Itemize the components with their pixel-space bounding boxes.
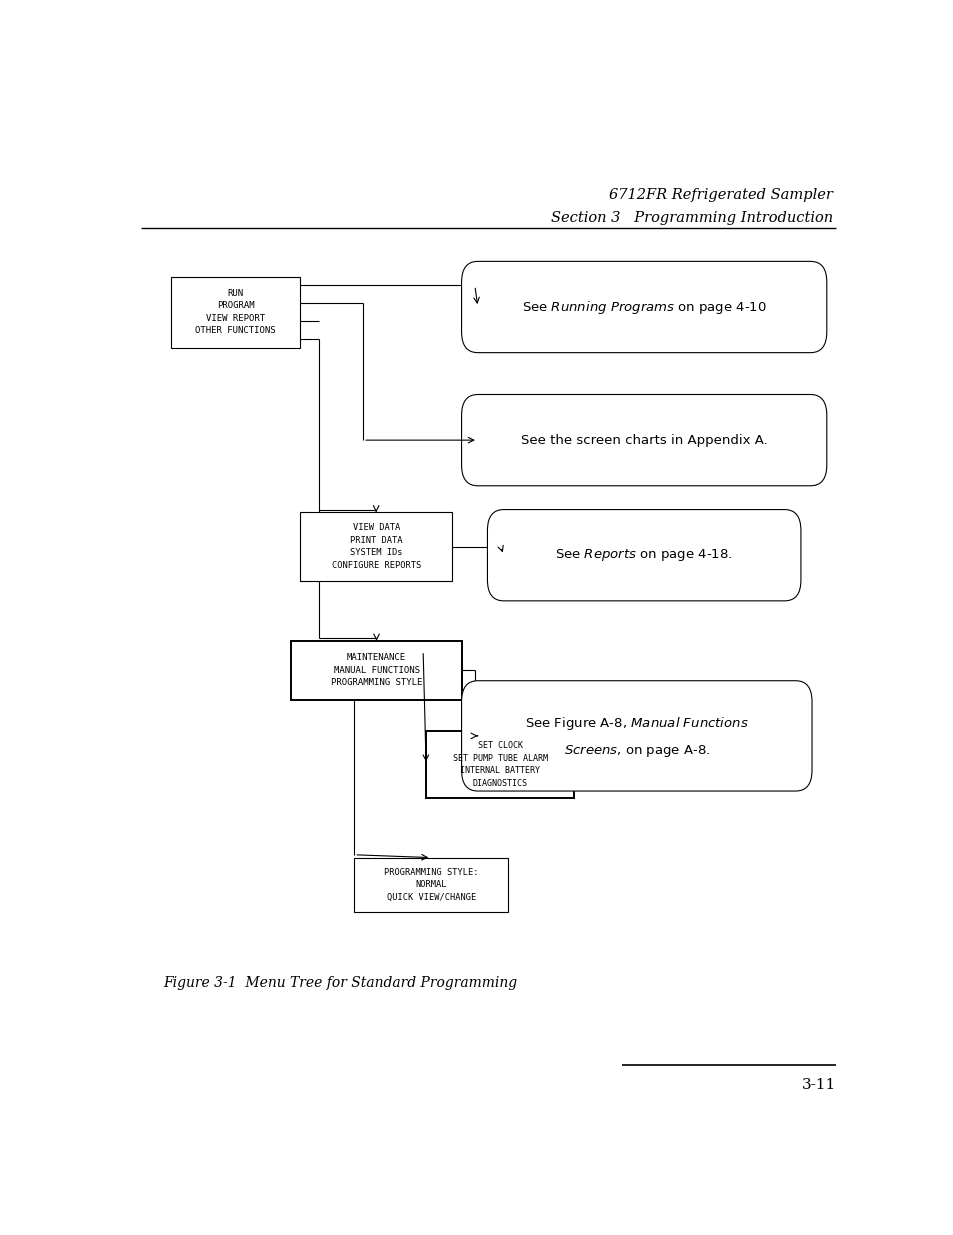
Text: SET CLOCK
SET PUMP TUBE ALARM
INTERNAL BATTERY
DIAGNOSTICS: SET CLOCK SET PUMP TUBE ALARM INTERNAL B… xyxy=(452,741,547,788)
FancyBboxPatch shape xyxy=(300,513,452,580)
FancyBboxPatch shape xyxy=(291,641,462,700)
Text: See Figure A-8, $\it{Manual\ Functions}$: See Figure A-8, $\it{Manual\ Functions}$ xyxy=(524,715,748,732)
FancyBboxPatch shape xyxy=(461,262,826,353)
FancyBboxPatch shape xyxy=(461,680,811,792)
Text: 6712FR Refrigerated Sampler: 6712FR Refrigerated Sampler xyxy=(608,188,832,203)
Text: 3-11: 3-11 xyxy=(801,1078,836,1092)
Text: MAINTENANCE
MANUAL FUNCTIONS
PROGRAMMING STYLE: MAINTENANCE MANUAL FUNCTIONS PROGRAMMING… xyxy=(331,653,422,687)
FancyBboxPatch shape xyxy=(354,857,508,911)
FancyBboxPatch shape xyxy=(461,394,826,485)
Text: RUN
PROGRAM
VIEW REPORT
OTHER FUNCTIONS: RUN PROGRAM VIEW REPORT OTHER FUNCTIONS xyxy=(195,289,275,336)
Text: $\it{Screens}$, on page A-8.: $\it{Screens}$, on page A-8. xyxy=(563,743,709,760)
Text: See $\it{Running\ Programs}$ on page 4-10: See $\it{Running\ Programs}$ on page 4-1… xyxy=(521,299,766,315)
Text: Section 3   Programming Introduction: Section 3 Programming Introduction xyxy=(550,211,832,225)
Text: See $\it{Reports}$ on page 4-18.: See $\it{Reports}$ on page 4-18. xyxy=(555,547,732,563)
Text: VIEW DATA
PRINT DATA
SYSTEM IDs
CONFIGURE REPORTS: VIEW DATA PRINT DATA SYSTEM IDs CONFIGUR… xyxy=(332,524,420,569)
Text: Figure 3-1  Menu Tree for Standard Programming: Figure 3-1 Menu Tree for Standard Progra… xyxy=(164,976,517,989)
FancyBboxPatch shape xyxy=(426,731,574,798)
Text: PROGRAMMING STYLE:
NORMAL
QUICK VIEW/CHANGE: PROGRAMMING STYLE: NORMAL QUICK VIEW/CHA… xyxy=(384,868,478,902)
FancyBboxPatch shape xyxy=(171,277,300,348)
Text: See the screen charts in Appendix A.: See the screen charts in Appendix A. xyxy=(520,433,767,447)
FancyBboxPatch shape xyxy=(487,510,801,601)
